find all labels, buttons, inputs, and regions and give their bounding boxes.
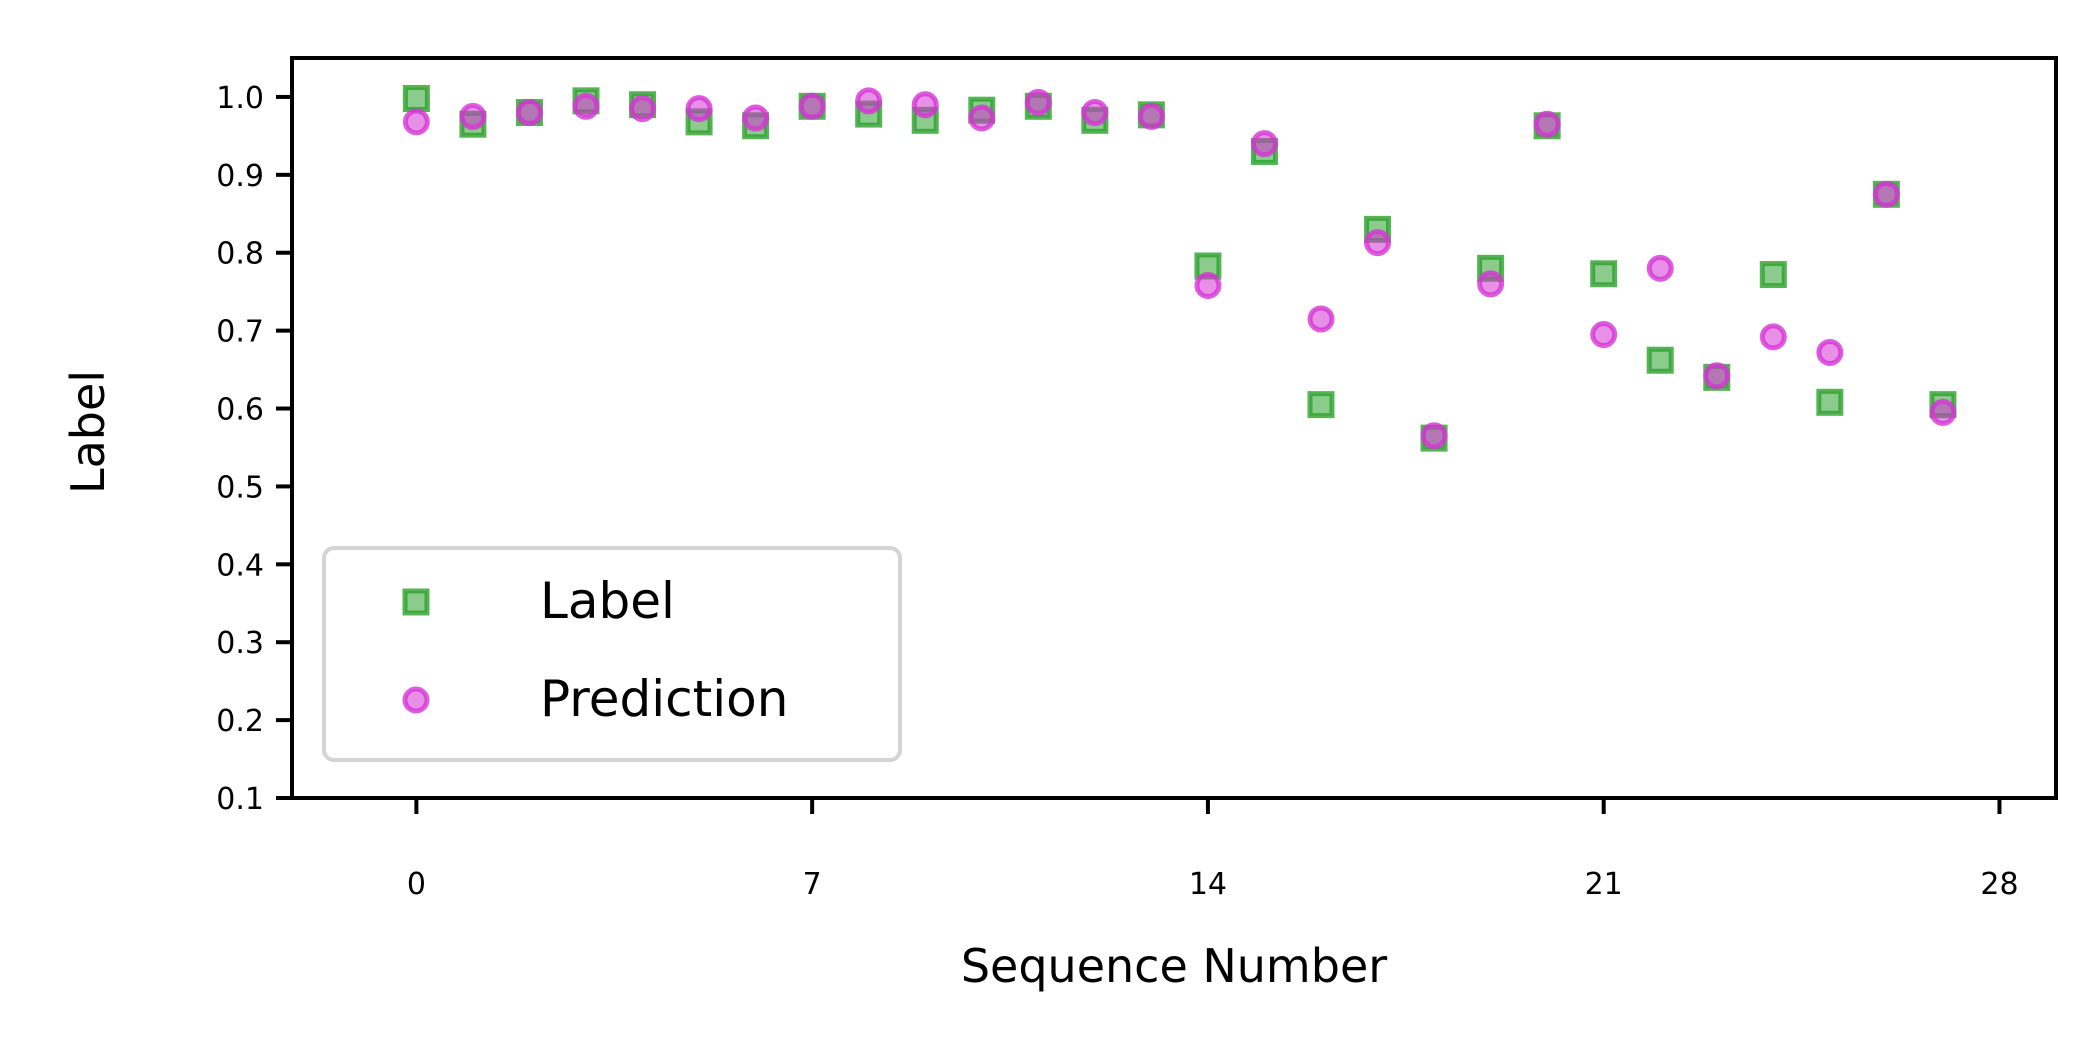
label-point xyxy=(402,85,430,113)
prediction-point xyxy=(1816,338,1844,366)
prediction-point xyxy=(742,104,770,132)
y-tick-label: 0.9 xyxy=(216,159,264,194)
y-tick-label: 0.6 xyxy=(216,393,264,428)
y-tick-label: 0.4 xyxy=(216,548,264,583)
legend-label-label: Label xyxy=(540,572,675,630)
prediction-point xyxy=(1194,271,1222,299)
prediction-point xyxy=(1872,180,1900,208)
y-tick-label: 0.8 xyxy=(216,237,264,272)
prediction-point xyxy=(1024,88,1052,116)
x-tick-label: 14 xyxy=(1189,867,1227,902)
prediction-point xyxy=(968,104,996,132)
label-point xyxy=(1646,346,1674,374)
prediction-point xyxy=(1137,102,1165,130)
prediction-point xyxy=(459,102,487,130)
prediction-point xyxy=(515,99,543,127)
prediction-point xyxy=(911,91,939,119)
x-tick-label: 7 xyxy=(803,867,822,902)
prediction-point xyxy=(1703,362,1731,390)
prediction-point xyxy=(1364,229,1392,257)
plot-frame xyxy=(290,56,2058,800)
prediction-point xyxy=(855,87,883,115)
label-point xyxy=(1759,261,1787,289)
prediction-point xyxy=(1477,270,1505,298)
x-axis-title: Sequence Number xyxy=(961,939,1387,993)
label-point xyxy=(1307,391,1335,419)
legend-circle-marker xyxy=(402,686,430,714)
prediction-point xyxy=(1307,305,1335,333)
legend-square-marker xyxy=(402,588,430,616)
y-tick-label: 0.3 xyxy=(216,626,264,661)
x-tick-label: 21 xyxy=(1585,867,1623,902)
y-tick-label: 0.5 xyxy=(216,470,264,505)
y-axis-title: Label xyxy=(61,370,115,494)
x-tick-label: 28 xyxy=(1980,867,2018,902)
prediction-point xyxy=(1533,110,1561,138)
prediction-point xyxy=(798,92,826,120)
prediction-point xyxy=(629,95,657,123)
y-tick-label: 0.2 xyxy=(216,704,264,739)
prediction-point xyxy=(402,108,430,136)
data-points-layer xyxy=(402,85,1957,452)
legend-marker-label xyxy=(402,588,430,616)
label-point xyxy=(1816,388,1844,416)
legend-box xyxy=(322,546,902,762)
prediction-point xyxy=(1250,130,1278,158)
tick-layer: 0 7 14 21 28 0.1 0.2 0.3 0.4 0.5 0.6 0.7 0.8 0.9 1.0 xyxy=(216,81,2018,902)
prediction-point xyxy=(572,92,600,120)
prediction-point xyxy=(1081,99,1109,127)
prediction-point xyxy=(685,95,713,123)
prediction-point xyxy=(1420,422,1448,450)
legend-label-prediction: Prediction xyxy=(540,670,788,728)
y-tick-label: 0.7 xyxy=(216,315,264,350)
legend: Label Prediction xyxy=(322,546,902,762)
label-point xyxy=(1590,260,1618,288)
prediction-point xyxy=(1646,254,1674,282)
y-tick-label: 1.0 xyxy=(216,81,264,116)
legend-marker-prediction xyxy=(402,686,430,714)
prediction-point xyxy=(1929,398,1957,426)
y-tick-label: 0.1 xyxy=(216,782,264,817)
prediction-point xyxy=(1759,323,1787,351)
prediction-point xyxy=(1590,321,1618,349)
x-tick-label: 0 xyxy=(407,867,426,902)
